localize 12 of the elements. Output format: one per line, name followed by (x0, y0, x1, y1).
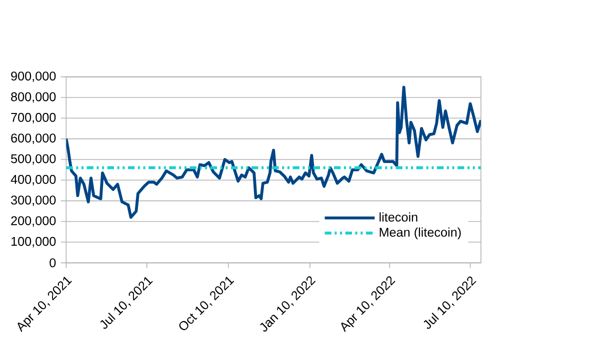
y-tick-label: 200,000 (11, 216, 56, 227)
y-tick-label: 300,000 (11, 195, 56, 206)
y-tick-label: 100,000 (11, 236, 56, 248)
y-tick-label: 500,000 (11, 154, 56, 165)
legend-label: litecoin (380, 212, 418, 222)
legend-label: Mean (litecoin) (380, 227, 461, 240)
y-tick-label: 900,000 (11, 71, 56, 82)
y-tick-label: 0 (50, 258, 56, 268)
y-tick-label: 700,000 (11, 112, 56, 124)
y-tick-label: 800,000 (11, 92, 56, 103)
y-tick-label: 400,000 (10, 174, 56, 186)
y-tick-label: 600,000 (11, 133, 56, 144)
